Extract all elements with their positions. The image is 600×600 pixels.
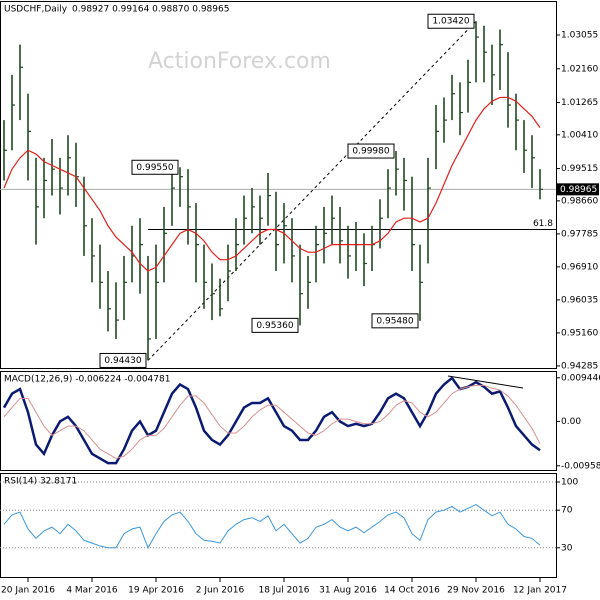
last-price-label: 0.98965 [560,185,597,195]
rsi-title: RSI(14) 32.8171 [4,477,77,487]
trend-line [147,20,477,361]
y-tick-label: 1.00410 [561,130,598,140]
x-tick-label: 14 Oct 2016 [384,586,440,596]
annotation-label: 0.95480 [376,316,413,326]
annotation-label: 0.95360 [256,321,293,331]
divergence-line [447,375,524,389]
x-tick-label: 19 Apr 2016 [128,586,184,596]
chart-title: USDCHF,Daily [4,5,68,15]
annotation-box [371,313,419,329]
annotation-label: 0.99980 [352,147,389,157]
y-tick-label: 0.00 [561,417,581,427]
rsi-panel [0,473,557,578]
y-tick-label: 70 [561,506,573,516]
annotation-box [251,317,299,333]
fib-label: 61.8 [533,219,553,229]
y-tick-label: 0.98660 [561,196,598,206]
y-tick-label: 1.01265 [561,98,598,108]
x-tick-label: 20 Jan 2016 [1,586,55,596]
annotation-label: 0.99550 [136,163,173,173]
annotation-box [131,159,179,175]
y-tick-label: 100 [561,478,578,488]
annotation-label: 1.03420 [432,17,469,27]
quote: 0.98927 0.99164 0.98870 0.98965 [72,5,229,15]
annotation-label: 0.94430 [104,356,141,366]
x-tick-label: 29 Nov 2016 [447,586,505,596]
y-tick-label: 0.96035 [561,295,598,305]
x-tick-label: 12 Jan 2017 [513,586,567,596]
y-tick-label: 0.97785 [561,229,598,239]
y-tick-label: -0.009588 [561,461,600,471]
x-tick-label: 31 Aug 2016 [319,586,377,596]
annotation-box [347,143,395,159]
indicator-line [3,503,541,549]
moving-average [3,96,541,272]
y-tick-label: 0.99515 [561,164,598,174]
watermark: ActionForex.com [148,49,331,74]
price-panel [0,1,557,369]
y-tick-label: 30 [561,543,573,553]
x-tick-label: 2 Jun 2016 [196,586,245,596]
indicator-line [3,384,541,459]
y-tick-label: 0.96910 [561,262,598,272]
macd-title: MACD(12,26,9) -0.006224 -0.004781 [4,375,170,385]
x-tick-label: 18 Jul 2016 [259,586,310,596]
y-tick-label: 0.94285 [561,361,598,371]
last-price-box [557,183,599,196]
y-tick-label: 0.009446 [561,373,600,383]
x-tick-label: 4 Mar 2016 [66,586,118,596]
y-tick-label: 1.03055 [561,31,598,41]
y-tick-label: 0.95160 [561,328,598,338]
y-tick-label: 1.02160 [561,64,598,74]
annotation-box [427,13,475,29]
annotation-box [99,352,147,368]
